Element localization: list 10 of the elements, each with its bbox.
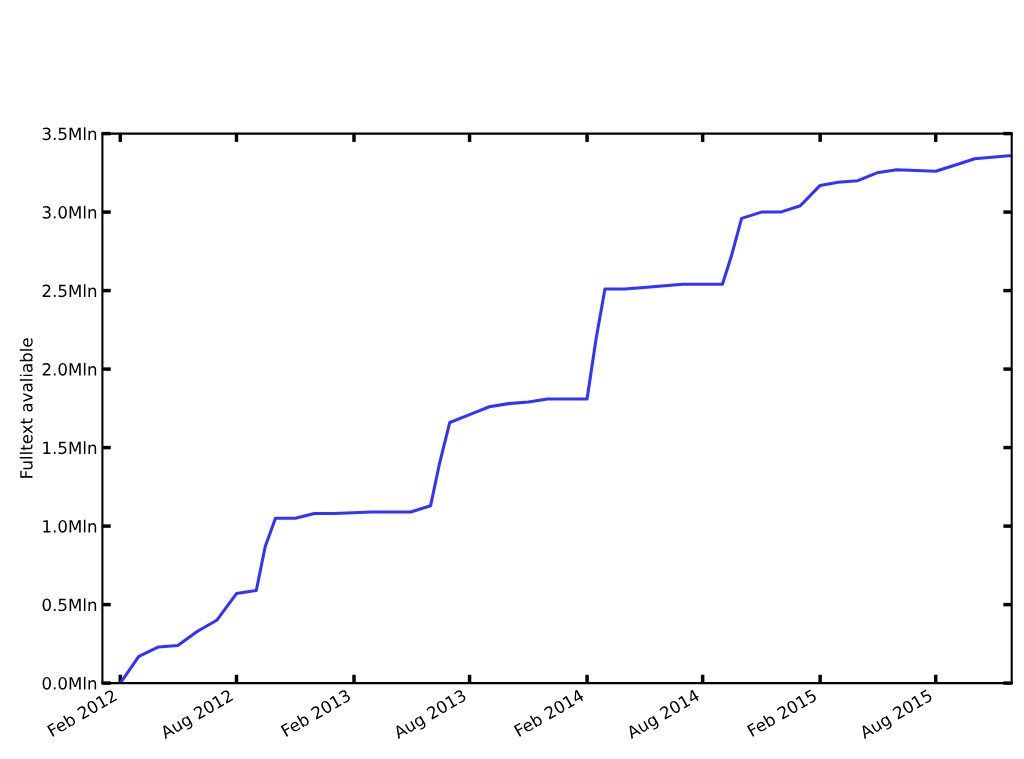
y-tick-label: 2.5Mln: [42, 284, 97, 298]
y-tick-label: 3.0Mln: [42, 205, 97, 219]
y-tick-label: 0.0Mln: [42, 676, 97, 690]
y-tick-label: 3.5Mln: [42, 127, 97, 141]
line-series: [118, 154, 1012, 684]
y-tick-label: 2.0Mln: [42, 362, 97, 376]
y-axis-title: Fulltext avaliable: [19, 338, 33, 478]
y-tick-label: 0.5Mln: [42, 598, 97, 612]
y-tick-label: 1.5Mln: [43, 441, 97, 455]
y-tick-label: 1.0Mln: [43, 519, 97, 533]
